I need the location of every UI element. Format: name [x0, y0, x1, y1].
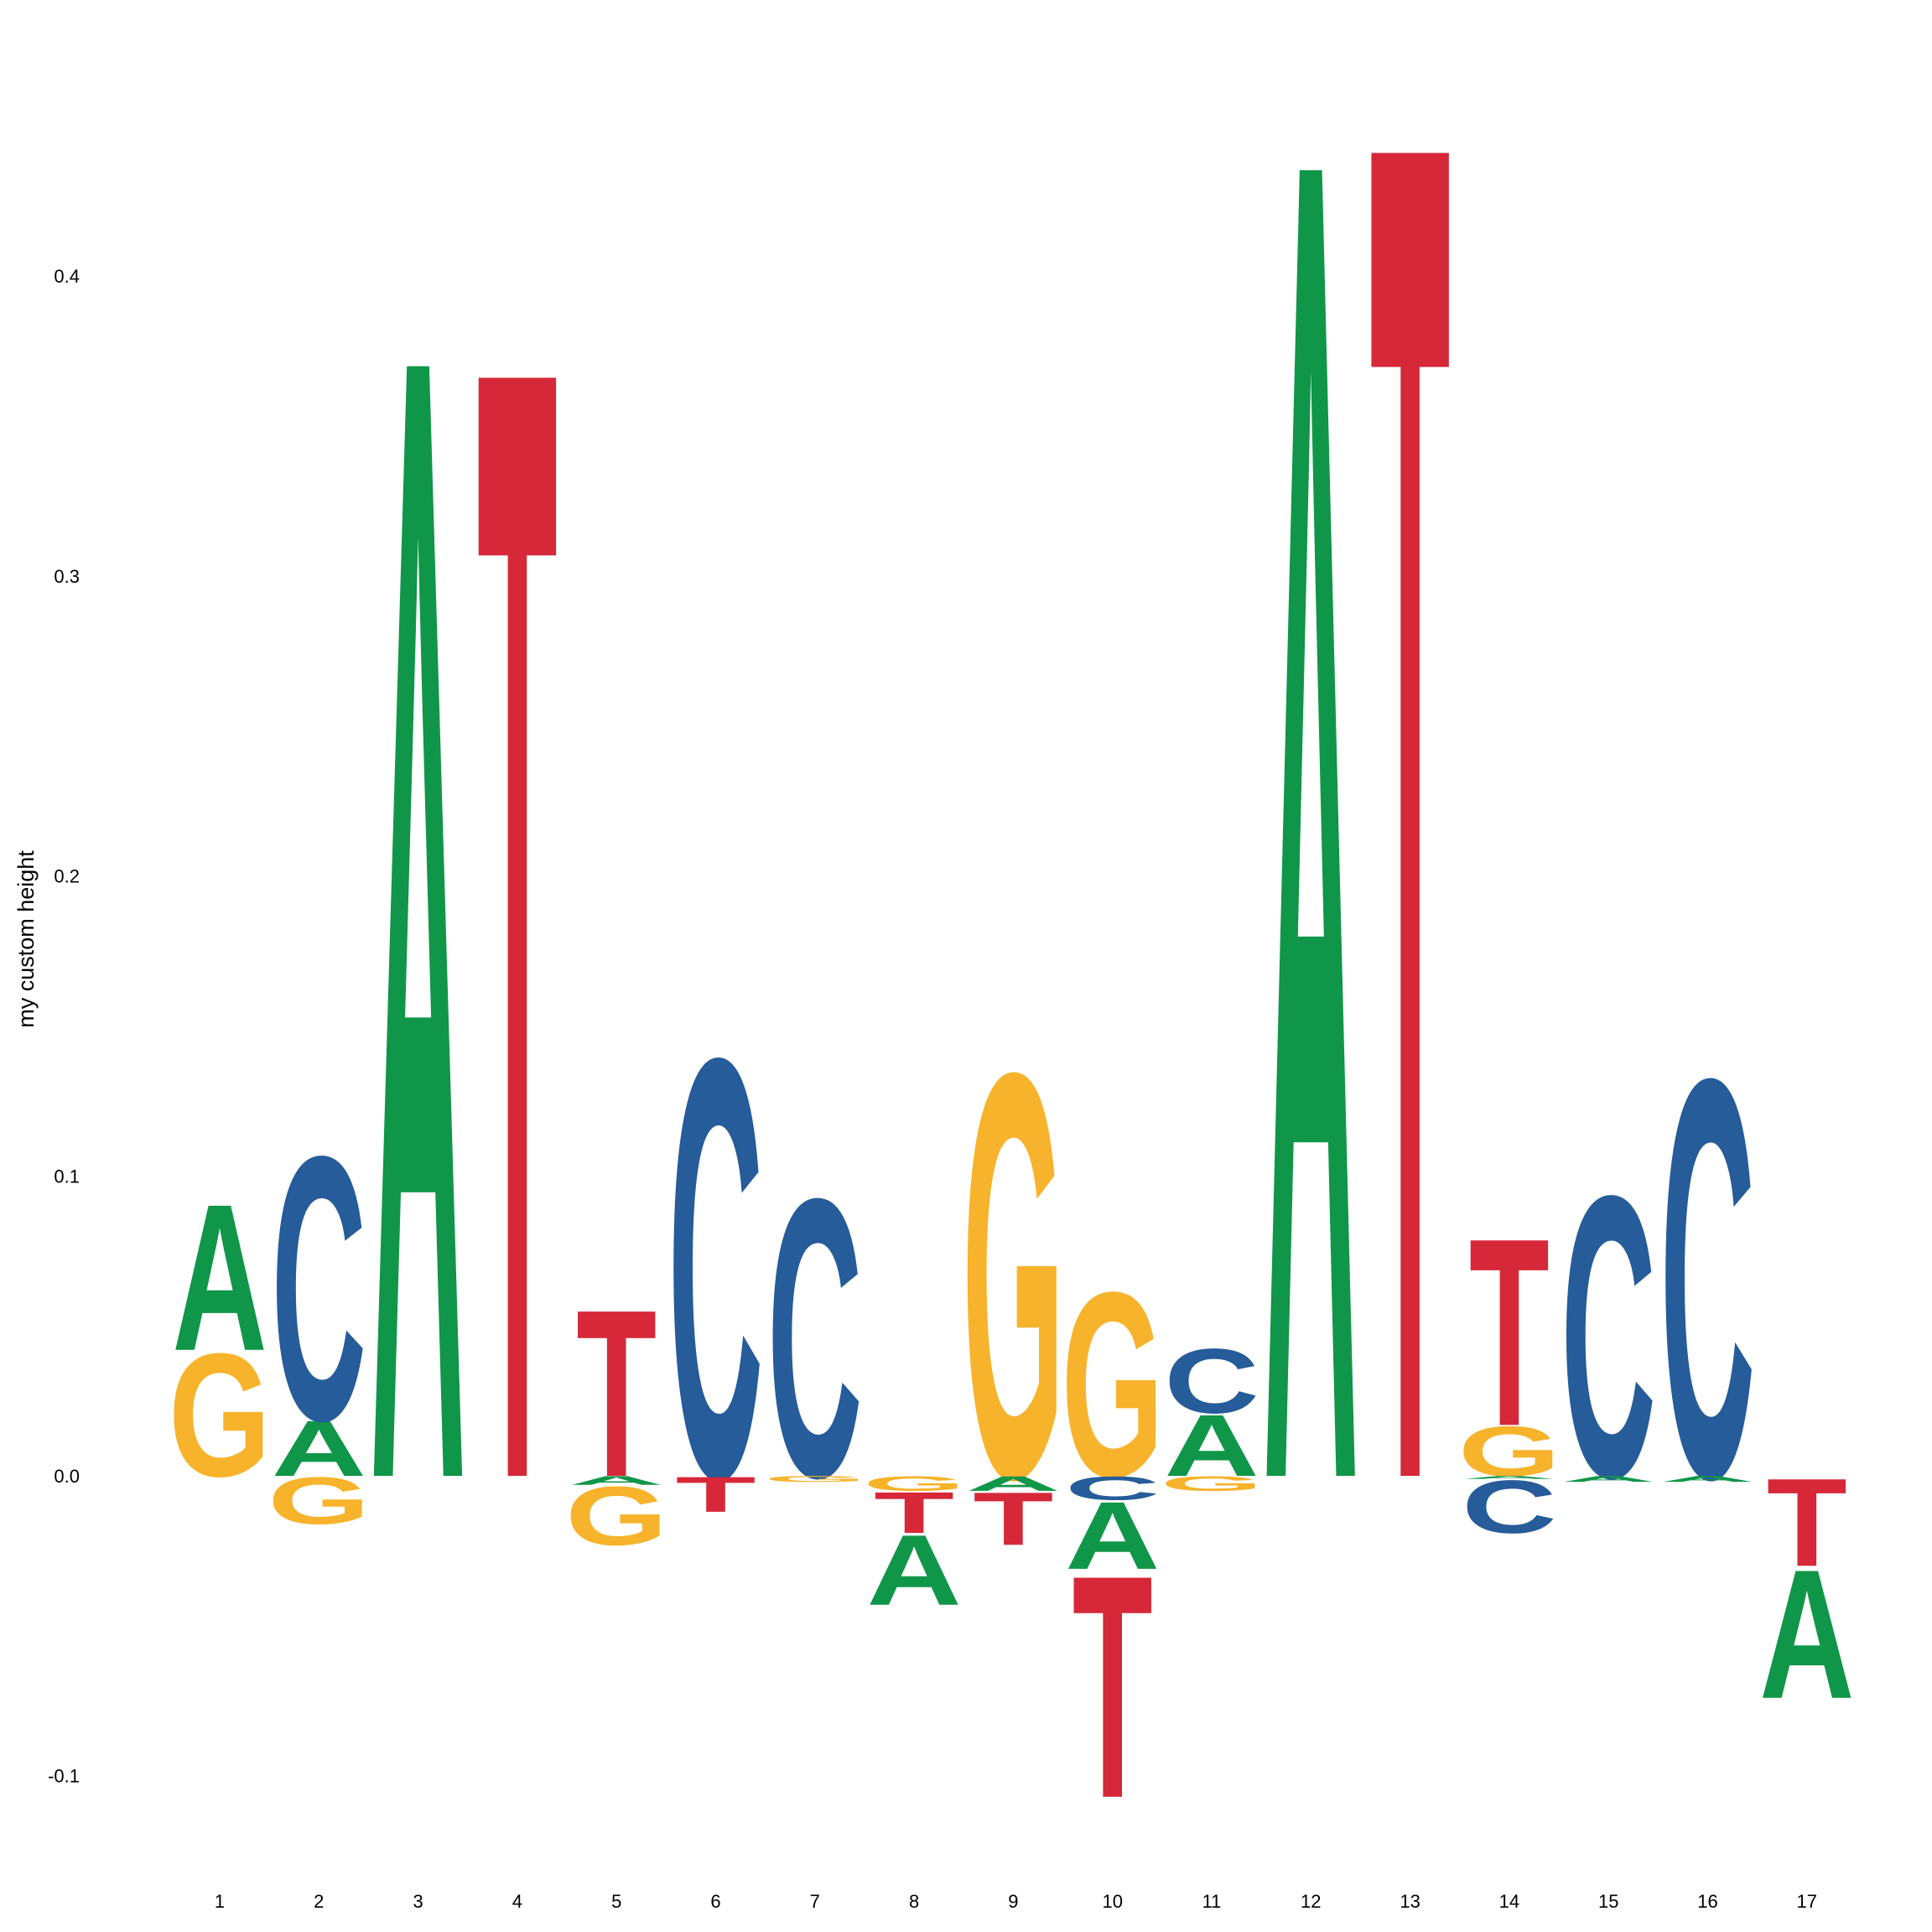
- logo-letter-t-pos-9: T: [973, 1477, 1053, 1561]
- logo-letter-g-pos-5: G: [565, 1469, 667, 1563]
- logo-letter-t-pos-10: T: [1072, 1509, 1153, 1865]
- logo-letter-t-pos-5: T: [576, 1259, 657, 1526]
- x-tick-label: 8: [909, 1891, 919, 1912]
- logo-letter-c-pos-16: C: [1660, 962, 1755, 1597]
- x-tick-label: 16: [1697, 1891, 1717, 1912]
- logo-letter-g-pos-10: G: [1062, 1237, 1164, 1532]
- logo-letter-a-pos-3: A: [371, 18, 465, 1819]
- logo-letter-t-pos-14: T: [1469, 1183, 1550, 1483]
- x-tick-label: 9: [1008, 1891, 1018, 1912]
- x-tick-label: 15: [1598, 1891, 1618, 1912]
- logo-letter-a-pos-15: A: [1561, 1474, 1656, 1483]
- x-tick-label: 17: [1797, 1891, 1817, 1912]
- logo-letter-a-pos-9: A: [966, 1472, 1061, 1495]
- logo-letter-t-pos-8: T: [874, 1480, 954, 1545]
- logo-letter-g-pos-7: G: [764, 1474, 866, 1483]
- logo-letter-a-pos-10: A: [1065, 1482, 1160, 1590]
- logo-letter-a-pos-16: A: [1660, 1474, 1755, 1483]
- x-axis-ticks: 1 2 3 4 5 6 7 8 9 10 11 12 13 14 15 16 17: [215, 1891, 1817, 1912]
- logo-letter-a-pos-5: A: [569, 1473, 664, 1488]
- x-tick-label: 6: [710, 1891, 720, 1912]
- x-tick-label: 5: [611, 1891, 621, 1912]
- logo-letter-t-pos-6: T: [676, 1467, 756, 1523]
- logo-letter-g-pos-1: G: [169, 1317, 271, 1514]
- logo-letter-g-pos-14: G: [1458, 1411, 1561, 1491]
- logo-letter-c-pos-15: C: [1561, 1112, 1656, 1561]
- logo-letter-c-pos-14: C: [1462, 1465, 1556, 1550]
- y-tick-label: 0.3: [54, 566, 80, 587]
- logo-letter-a-pos-12: A: [1264, 0, 1358, 1878]
- logo-letter-g-pos-9: G: [962, 952, 1064, 1598]
- y-tick-label: 0.1: [54, 1166, 80, 1187]
- logo-letter-c-pos-6: C: [668, 934, 763, 1603]
- logo-letter-c-pos-2: C: [272, 1078, 366, 1499]
- logo-letter-g-pos-8: G: [863, 1472, 965, 1495]
- logo-letter-c-pos-10: C: [1065, 1470, 1160, 1508]
- logo-letter-c-pos-7: C: [767, 1115, 862, 1560]
- x-tick-label: 13: [1400, 1891, 1420, 1912]
- y-axis-title: my custom height: [13, 850, 39, 1028]
- y-tick-label: 0.4: [54, 266, 80, 287]
- y-axis-ticks: -0.1 0.0 0.1 0.2 0.3 0.4: [48, 266, 80, 1787]
- logo-letter-a-pos-11: A: [1164, 1397, 1259, 1495]
- logo-letter-a-pos-14: A: [1462, 1475, 1556, 1480]
- logo-letter-t-pos-4: T: [477, 32, 558, 1815]
- logo-letter-c-pos-11: C: [1164, 1329, 1259, 1432]
- logo-letter-a-pos-8: A: [866, 1514, 961, 1627]
- x-tick-label: 3: [413, 1891, 423, 1912]
- y-tick-label: -0.1: [48, 1766, 80, 1787]
- logo-letter-a-pos-17: A: [1759, 1532, 1854, 1737]
- x-tick-label: 1: [215, 1891, 225, 1912]
- y-tick-label: 0.0: [54, 1466, 80, 1487]
- logo-letter-g-pos-11: G: [1161, 1472, 1263, 1495]
- x-tick-label: 7: [810, 1891, 820, 1912]
- logo-letter-g-pos-2: G: [267, 1463, 370, 1538]
- logo-letter-t-pos-13: T: [1370, 0, 1451, 1884]
- logo-letter-t-pos-17: T: [1767, 1452, 1847, 1593]
- logo-letter-a-pos-2: A: [272, 1405, 366, 1493]
- logo-letter-a-pos-1: A: [172, 1161, 267, 1395]
- x-tick-label: 4: [512, 1891, 522, 1912]
- x-tick-label: 11: [1202, 1891, 1222, 1912]
- x-tick-label: 14: [1499, 1891, 1519, 1912]
- x-tick-label: 2: [314, 1891, 324, 1912]
- x-tick-label: 10: [1102, 1891, 1122, 1912]
- y-tick-label: 0.2: [54, 866, 80, 887]
- x-tick-label: 12: [1301, 1891, 1321, 1912]
